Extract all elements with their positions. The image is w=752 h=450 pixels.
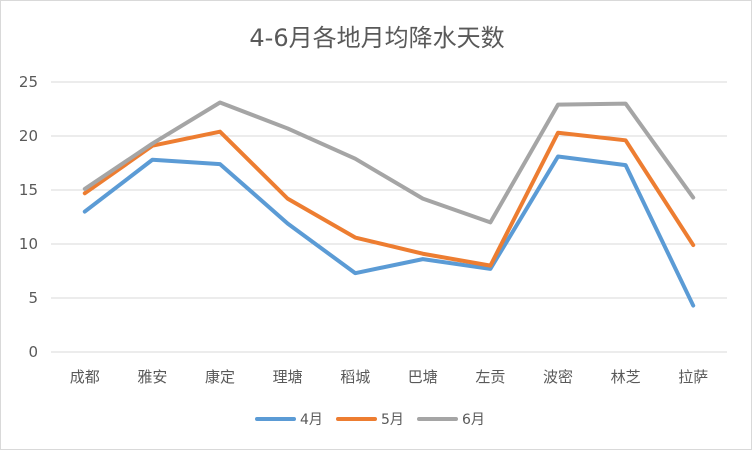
x-tick-label: 巴塘	[408, 368, 438, 386]
x-tick-label: 拉萨	[678, 368, 708, 386]
series-line-2	[82, 129, 696, 268]
x-tick-label: 左贡	[475, 368, 505, 386]
series-lines	[82, 100, 696, 308]
gridlines	[51, 81, 727, 353]
y-tick-label: 5	[28, 289, 38, 307]
x-tick-label: 林芝	[611, 368, 641, 386]
y-tick-label: 10	[19, 235, 38, 253]
x-tick-label: 康定	[205, 368, 235, 386]
x-tick-label: 雅安	[137, 368, 167, 386]
y-axis: 0 5 10 15 20 25	[19, 73, 38, 361]
legend-label-2: 5月	[381, 412, 404, 428]
legend-label-1: 4月	[300, 412, 323, 428]
legend-label-3: 6月	[462, 412, 485, 428]
y-tick-label: 20	[19, 127, 38, 145]
series-line-1	[82, 154, 696, 308]
chart-title: 4-6月各地月均降水天数	[249, 24, 504, 52]
y-tick-label: 15	[19, 181, 38, 199]
legend: 4月 5月 6月	[255, 412, 485, 428]
x-axis: 成都 雅安 康定 理塘 稻城 巴塘 左贡 波密 林芝 拉萨	[70, 368, 708, 386]
x-tick-label: 理塘	[273, 368, 303, 386]
x-tick-label: 稻城	[340, 368, 370, 386]
y-tick-label: 0	[28, 343, 38, 361]
x-tick-label: 成都	[70, 368, 100, 386]
series-line-3	[82, 100, 696, 225]
x-tick-label: 波密	[543, 368, 573, 386]
y-tick-label: 25	[19, 73, 38, 91]
